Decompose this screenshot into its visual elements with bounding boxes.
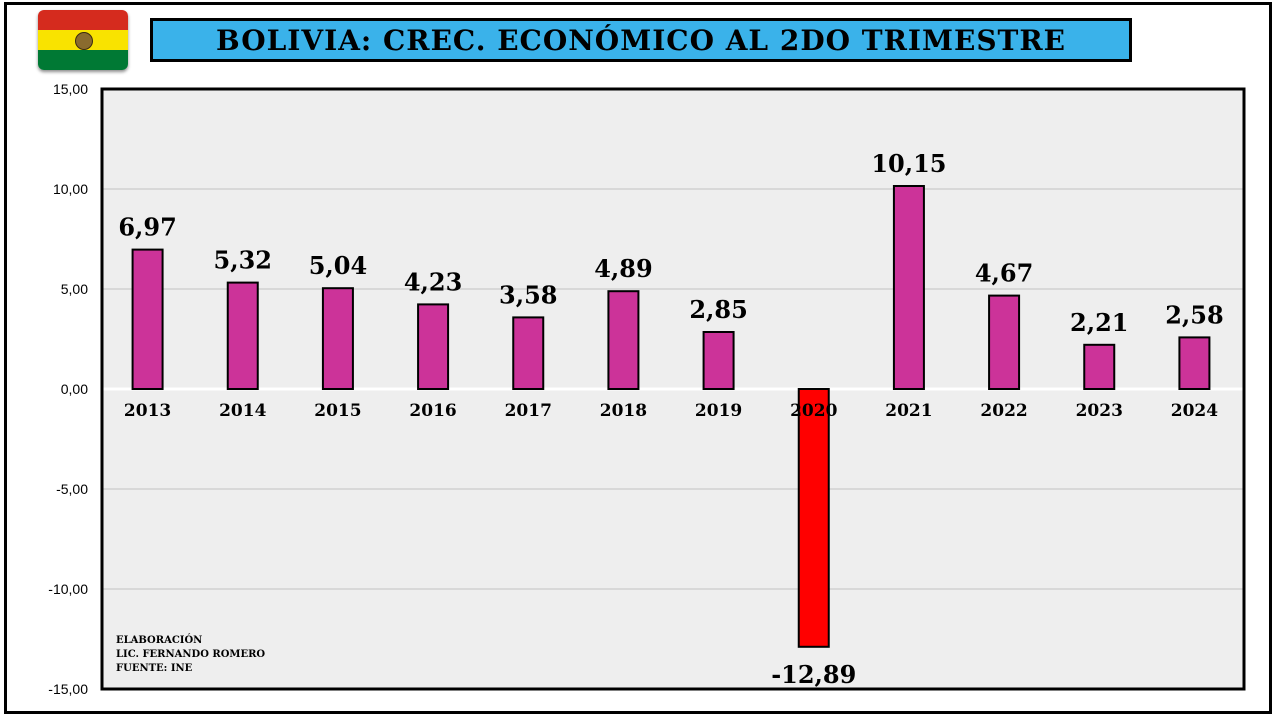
credits-line-author: LIC. FERNANDO ROMERO: [116, 649, 266, 660]
x-tick-label: 2014: [219, 401, 266, 421]
flag-stripe-red: [38, 10, 128, 30]
flag-stripe-green: [38, 50, 128, 70]
chart-title-box: BOLIVIA: CREC. ECONÓMICO AL 2DO TRIMESTR…: [150, 18, 1132, 62]
data-label: 10,15: [871, 149, 946, 178]
x-tick-label: 2017: [505, 401, 552, 421]
chart-title: BOLIVIA: CREC. ECONÓMICO AL 2DO TRIMESTR…: [216, 23, 1066, 57]
y-tick-label: -10,00: [48, 581, 88, 597]
data-label: 2,85: [689, 295, 747, 324]
x-tick-label: 2024: [1171, 401, 1218, 421]
credits-line-source: FUENTE: INE: [116, 663, 193, 674]
x-tick-label: 2019: [695, 401, 742, 421]
x-tick-label: 2013: [124, 401, 171, 421]
data-label: 4,89: [594, 254, 652, 283]
data-label: 5,04: [309, 251, 367, 280]
x-tick-label: 2021: [885, 401, 932, 421]
bar: [607, 290, 640, 391]
y-tick-label: 5,00: [61, 281, 88, 297]
data-label: -12,89: [771, 660, 856, 689]
x-tick-label: 2018: [600, 401, 647, 421]
bar: [131, 248, 164, 390]
bar: [417, 303, 450, 390]
x-tick-label: 2022: [980, 401, 1027, 421]
x-tick-label: 2020: [790, 401, 837, 421]
bar: [702, 331, 735, 390]
data-label: 4,67: [975, 259, 1033, 288]
data-label: 3,58: [499, 280, 557, 309]
x-tick-label: 2023: [1076, 401, 1123, 421]
credits-line-elaboracion: ELABORACIÓN: [116, 635, 203, 646]
bar: [321, 287, 354, 391]
bar: [1083, 343, 1116, 390]
x-tick-label: 2015: [314, 401, 361, 421]
data-label: 2,21: [1070, 308, 1128, 337]
x-tick-label: 2016: [409, 401, 456, 421]
plot-border: [100, 87, 1246, 691]
y-tick-label: -15,00: [48, 681, 88, 697]
data-label: 4,23: [404, 267, 462, 296]
bar: [892, 185, 925, 390]
y-tick-label: 10,00: [53, 181, 88, 197]
bolivia-flag-icon: [38, 10, 128, 70]
bar: [1178, 336, 1211, 390]
bar: [988, 294, 1021, 391]
bar: [512, 316, 545, 390]
credits: ELABORACIÓN LIC. FERNANDO ROMERO FUENTE:…: [116, 634, 265, 676]
data-label: 6,97: [118, 213, 176, 242]
y-tick-label: 0,00: [61, 381, 88, 397]
bar: [226, 281, 259, 391]
data-label: 5,32: [214, 246, 272, 275]
y-tick-label: -5,00: [56, 481, 88, 497]
data-label: 2,58: [1165, 300, 1223, 329]
coat-of-arms-icon: [75, 32, 93, 50]
bar: [797, 388, 830, 648]
y-tick-label: 15,00: [53, 81, 88, 97]
